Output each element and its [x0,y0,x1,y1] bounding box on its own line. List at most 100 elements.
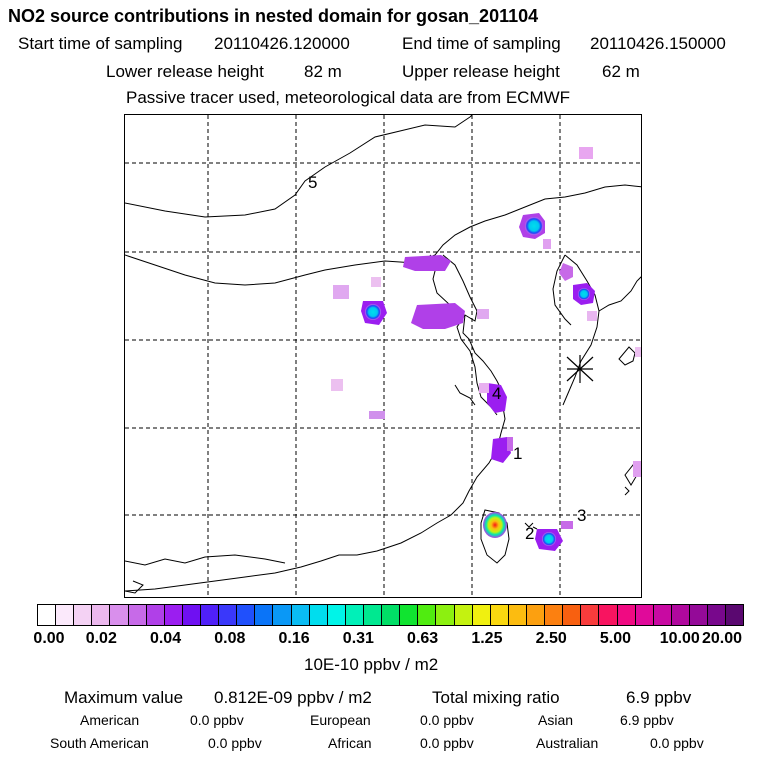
colorbar-swatch [182,605,201,625]
colorbar-tick-label: 0.63 [407,630,439,647]
colorbar-swatch [599,605,618,625]
map-panel: 5 4 1 2 3 [124,114,642,598]
colorbar-swatch [526,605,546,625]
colorbar-tick-label: 0.08 [214,630,246,647]
map-gridlines [125,115,641,597]
map-canvas: 5 4 1 2 3 [125,115,641,597]
patch-beijing-tail [543,239,551,249]
colorbar [37,604,744,626]
colorbar-swatch [273,605,292,625]
colorbar-tick-label: 2.50 [535,630,567,647]
colorbar-unit: 10E-10 ppbv / m2 [304,655,439,674]
plot-title: NO2 source contributions in nested domai… [8,6,539,26]
colorbar-swatch [490,605,509,625]
colorbar-swatch [56,605,75,625]
start-time-value: 20110426.120000 [214,34,350,53]
european-label: European [310,712,371,728]
colorbar-swatch [92,605,111,625]
patch-sea-core [542,532,556,546]
patch-central-dot [331,379,343,391]
max-value: 0.812E-09 ppbv / m2 [214,688,372,707]
colorbar-swatch [146,605,165,625]
total-mixing-label: Total mixing ratio [432,688,560,707]
colorbar-swatch [671,605,690,625]
patch-korea-south [587,311,597,321]
colorbar-swatch [237,605,256,625]
patch-sea-east [561,521,573,529]
lower-height-value: 82 m [304,62,342,81]
colorbar-swatch [164,605,183,625]
patch-okinawa [633,461,641,477]
patch-zhejiang [491,437,511,463]
patch-shandong [477,309,489,319]
patch-hebei [411,303,465,329]
patch-west-dot [371,277,381,287]
patch-ne-small [579,147,593,159]
colorbar-tick-label: 0.31 [342,630,374,647]
colorbar-swatch [581,605,600,625]
colorbar-swatch [400,605,419,625]
colorbar-tick-label: 0.02 [85,630,117,647]
colorbar-swatch [545,605,564,625]
colorbar-swatch [200,605,220,625]
tracer-note: Passive tracer used, meteorological data… [126,88,571,107]
colorbar-swatch [508,605,527,625]
colorbar-swatch [309,605,328,625]
colorbar-swatch [128,605,147,625]
colorbar-tick-label: 0.16 [278,630,310,647]
patch-korea-core [578,288,590,300]
patch-liaoning [559,263,573,281]
colorbar-swatch [653,605,672,625]
colorbar-swatch [38,605,57,625]
colorbar-swatch [689,605,709,625]
region-label-1: 1 [513,444,522,463]
patch-zhejiang-e [507,437,513,451]
region-label-3: 3 [577,506,586,525]
south-american-value: 0.0 ppbv [208,735,262,751]
patch-shanghai [487,383,507,413]
colorbar-swatch [363,605,383,625]
patch-inner-mongolia [403,255,451,271]
colorbar-tick-label: 10.00 [659,630,700,647]
patch-central-line [369,411,385,419]
asian-value: 6.9 ppbv [620,712,674,728]
colorbar-swatch [345,605,364,625]
colorbar-tick-label: 5.00 [599,630,632,647]
end-time-label: End time of sampling [402,34,561,53]
concentration-field [331,147,641,551]
colorbar-swatch [418,605,437,625]
receptor-marker [566,355,594,383]
max-value-label: Maximum value [64,688,184,707]
colorbar-tick-label: 20.00 [701,630,743,647]
upper-height-label: Upper release height [402,62,560,81]
colorbar-swatch [635,605,654,625]
african-value: 0.0 ppbv [420,735,474,751]
region-label-5: 5 [308,173,317,192]
colorbar-swatch [382,605,401,625]
american-label: American [80,712,140,728]
total-mixing-value: 6.9 ppbv [626,688,692,707]
region-label-2: 2 [525,524,534,543]
patch-beijing-core [525,217,543,235]
colorbar-tick-label: 1.25 [471,630,503,647]
patch-shanxi-core [365,304,381,320]
patch-east-edge [635,347,641,357]
colorbar-swatch [563,605,582,625]
lower-height-label: Lower release height [106,62,264,81]
end-time-value: 20110426.150000 [590,34,726,53]
colorbar-swatch [219,605,238,625]
australian-label: Australian [536,735,599,751]
start-time-label: Start time of sampling [18,34,183,53]
colorbar-tick-label: 0.04 [149,630,182,647]
colorbar-swatch [617,605,636,625]
colorbar-swatch [726,605,744,625]
african-label: African [328,735,372,751]
colorbar-swatch [454,605,473,625]
colorbar-swatch [708,605,727,625]
european-value: 0.0 ppbv [420,712,474,728]
colorbar-swatch [74,605,93,625]
american-value: 0.0 ppbv [190,712,244,728]
patch-taiwan-hotspot [483,512,507,538]
south-american-label: South American [50,735,149,751]
patch-shanghai-w [479,383,489,393]
